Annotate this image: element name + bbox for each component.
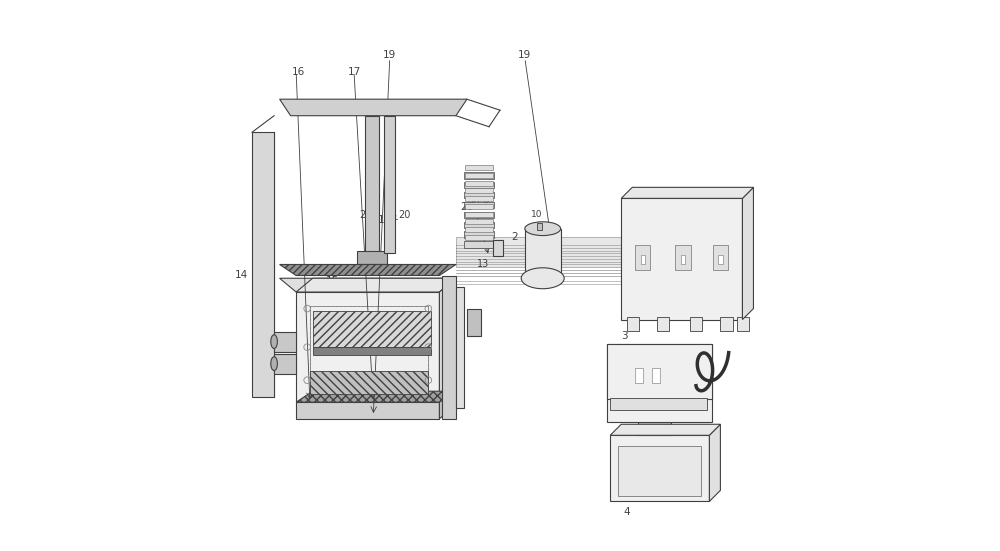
- Polygon shape: [709, 424, 720, 501]
- Bar: [525, 229, 561, 278]
- Bar: [274, 332, 296, 352]
- Bar: [641, 255, 645, 264]
- Bar: [464, 241, 494, 248]
- Text: 8: 8: [482, 199, 488, 209]
- Polygon shape: [296, 278, 456, 292]
- Bar: [465, 173, 493, 178]
- Bar: [610, 435, 709, 501]
- Bar: [618, 446, 701, 496]
- Polygon shape: [610, 424, 720, 435]
- Bar: [465, 188, 493, 193]
- Bar: [464, 222, 494, 228]
- Bar: [384, 116, 395, 253]
- Bar: [635, 368, 643, 383]
- Bar: [690, 317, 702, 331]
- Bar: [252, 132, 274, 397]
- Bar: [296, 292, 439, 402]
- Text: 16: 16: [292, 67, 306, 77]
- Bar: [467, 309, 481, 336]
- Ellipse shape: [525, 222, 561, 236]
- Bar: [465, 212, 493, 217]
- Bar: [720, 317, 733, 331]
- Bar: [607, 344, 712, 399]
- Text: 19: 19: [383, 50, 396, 60]
- Text: 1: 1: [378, 215, 385, 225]
- Polygon shape: [742, 187, 753, 320]
- Text: 19: 19: [518, 50, 531, 60]
- Text: 17: 17: [347, 67, 361, 77]
- Bar: [537, 223, 542, 230]
- Bar: [464, 231, 494, 238]
- Polygon shape: [280, 264, 456, 276]
- Ellipse shape: [521, 268, 564, 289]
- Bar: [465, 204, 493, 209]
- Text: 13: 13: [477, 260, 490, 269]
- Bar: [610, 398, 707, 410]
- Text: 18: 18: [437, 293, 463, 305]
- Text: 15: 15: [325, 276, 339, 286]
- Polygon shape: [439, 391, 456, 419]
- Bar: [296, 402, 439, 419]
- Bar: [464, 182, 494, 188]
- Bar: [621, 198, 742, 320]
- Bar: [442, 276, 456, 419]
- Bar: [313, 347, 431, 355]
- Bar: [635, 245, 650, 270]
- Polygon shape: [621, 187, 753, 198]
- Bar: [456, 237, 621, 267]
- Bar: [627, 317, 639, 331]
- Bar: [357, 251, 387, 264]
- Bar: [274, 354, 296, 374]
- Bar: [657, 317, 669, 331]
- Bar: [493, 240, 503, 256]
- Bar: [310, 371, 428, 394]
- Text: 20: 20: [393, 209, 410, 220]
- Ellipse shape: [356, 265, 389, 275]
- Ellipse shape: [271, 335, 277, 349]
- Bar: [464, 192, 494, 198]
- Bar: [310, 306, 428, 394]
- Ellipse shape: [271, 357, 277, 371]
- Bar: [718, 255, 723, 264]
- Text: 21: 21: [359, 209, 372, 220]
- Bar: [713, 245, 728, 270]
- Bar: [607, 344, 712, 422]
- Text: 4: 4: [623, 507, 630, 517]
- Bar: [456, 287, 464, 408]
- Polygon shape: [280, 99, 467, 116]
- Polygon shape: [296, 391, 456, 402]
- Bar: [310, 306, 428, 394]
- Bar: [464, 212, 494, 218]
- Bar: [652, 368, 660, 383]
- Bar: [638, 422, 671, 435]
- Bar: [737, 317, 749, 331]
- Bar: [465, 219, 493, 224]
- Bar: [464, 172, 494, 179]
- Bar: [465, 235, 493, 240]
- Text: 14: 14: [234, 271, 248, 280]
- Bar: [313, 311, 431, 347]
- Polygon shape: [439, 278, 456, 402]
- Bar: [465, 196, 493, 201]
- Text: 10: 10: [531, 210, 543, 219]
- Bar: [681, 255, 685, 264]
- Bar: [465, 227, 493, 232]
- Bar: [365, 116, 379, 253]
- Text: 2: 2: [512, 232, 518, 242]
- Text: 20: 20: [467, 198, 489, 253]
- Text: 3: 3: [621, 331, 627, 341]
- Polygon shape: [280, 278, 456, 292]
- Bar: [464, 202, 494, 208]
- Text: 20: 20: [460, 202, 474, 212]
- Bar: [675, 245, 691, 270]
- Bar: [465, 165, 493, 170]
- Bar: [465, 181, 493, 186]
